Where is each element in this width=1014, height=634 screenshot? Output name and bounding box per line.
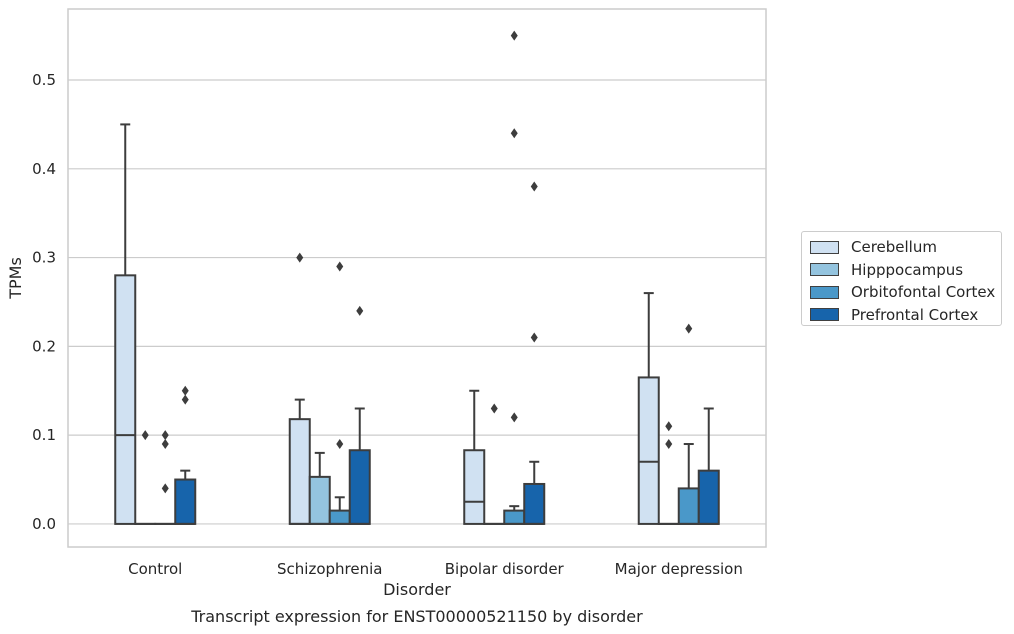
box (697, 469, 720, 525)
y-tick-label: 0.1 (32, 426, 56, 444)
box (503, 509, 526, 525)
box-orbitofontal-cortex (328, 261, 351, 525)
outlier-point (490, 403, 498, 414)
outlier-point (685, 323, 693, 334)
box-orbitofontal-cortex (503, 30, 526, 525)
outlier-point (296, 252, 304, 263)
box (463, 449, 486, 525)
outlier-point (530, 332, 538, 343)
box (288, 418, 311, 525)
legend-swatch (810, 285, 839, 299)
outlier-point (510, 412, 518, 423)
legend-label: Hipppocampus (851, 260, 964, 279)
outlier-point (510, 128, 518, 139)
box-cerebellum (114, 123, 137, 525)
box (677, 487, 700, 525)
chart-title: Transcript expression for ENST0000052115… (190, 607, 643, 626)
box-hipppocampus (308, 451, 331, 525)
legend-swatch (810, 308, 839, 322)
grid-lines (68, 79, 766, 525)
x-tick-label: Control (128, 560, 182, 578)
legend-label: Orbitofontal Cortex (851, 283, 996, 302)
x-axis-ticks: Control Schizophrenia Bipolar disorder Majo… (128, 560, 743, 578)
outlier-point (161, 439, 169, 450)
outlier-point (161, 430, 169, 441)
legend-item: Orbitofontal Cortex (810, 281, 1001, 304)
x-axis-label: Disorder (383, 580, 451, 599)
outlier-point (510, 30, 518, 41)
box-hipppocampus (134, 430, 157, 525)
y-tick-label: 0.5 (32, 71, 56, 89)
box-prefrontal-cortex (174, 385, 197, 525)
y-tick-label: 0.3 (32, 249, 56, 267)
box (523, 482, 546, 525)
outlier-point (141, 430, 149, 441)
box (114, 274, 137, 525)
legend-label: Cerebellum (851, 238, 937, 257)
box-orbitofontal-cortex (154, 430, 177, 525)
outlier-point (336, 439, 344, 450)
x-tick-label: Schizophrenia (277, 560, 382, 578)
box-prefrontal-cortex (523, 181, 546, 525)
y-tick-label: 0.0 (32, 515, 56, 533)
box-cerebellum (463, 389, 486, 525)
outlier-point (161, 483, 169, 494)
box-prefrontal-cortex (348, 305, 371, 525)
box-hipppocampus (657, 421, 680, 525)
legend-swatch (810, 263, 839, 277)
box (637, 376, 660, 525)
legend: Cerebellum Hipppocampus Orbitofontal Corte… (801, 231, 1002, 326)
box (308, 475, 331, 525)
x-tick-label: Major depression (615, 560, 743, 578)
box-orbitofontal-cortex (677, 323, 700, 525)
box (328, 509, 351, 525)
box-cerebellum (637, 292, 660, 525)
box-cerebellum (288, 252, 311, 525)
outlier-point (336, 261, 344, 272)
outlier-point (665, 439, 673, 450)
box-plot-area (114, 30, 720, 525)
outlier-point (181, 394, 189, 405)
box (348, 449, 371, 525)
box-prefrontal-cortex (697, 407, 720, 525)
legend-item: Hipppocampus (810, 259, 1001, 282)
legend-label: Prefrontal Cortex (851, 305, 979, 324)
legend-swatch (810, 240, 839, 254)
outlier-point (356, 305, 364, 316)
y-tick-label: 0.2 (32, 337, 56, 355)
box-hipppocampus (483, 403, 506, 525)
y-axis-label: TPMs (6, 257, 25, 300)
y-tick-label: 0.4 (32, 160, 56, 178)
outlier-point (181, 385, 189, 396)
plot-frame (67, 8, 767, 548)
outlier-point (530, 181, 538, 192)
legend-item: Cerebellum (810, 236, 1001, 259)
y-axis-ticks: 0.0 0.1 0.2 0.3 0.4 0.5 (32, 71, 56, 533)
x-tick-label: Bipolar disorder (445, 560, 565, 578)
outlier-point (665, 421, 673, 432)
legend-item: Prefrontal Cortex (810, 304, 1001, 327)
box (174, 478, 197, 525)
